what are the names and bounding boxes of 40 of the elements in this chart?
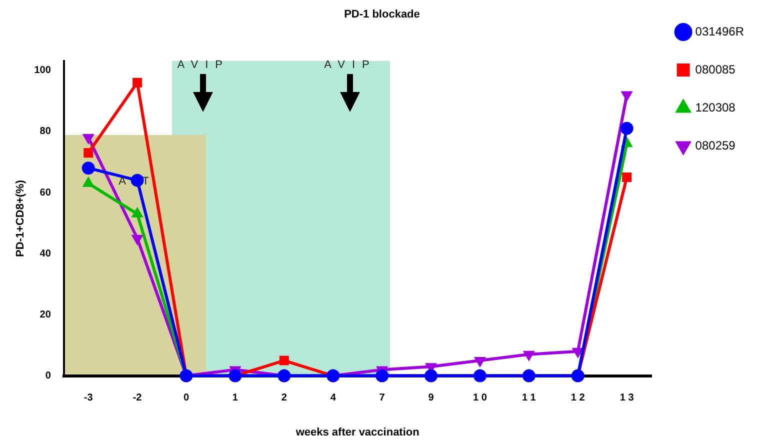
point [84, 148, 94, 158]
x-tick-label: 1 3 [620, 392, 634, 404]
point [620, 122, 634, 135]
point [621, 91, 633, 102]
y-tick-label: 0 [45, 370, 52, 382]
point [278, 369, 291, 382]
point [82, 162, 95, 175]
x-tick-label: 1 0 [473, 392, 488, 404]
y-tick-label: 100 [34, 65, 52, 76]
x-tick-label: 1 [232, 392, 238, 404]
x-tick-label: -2 [132, 392, 142, 404]
x-tick-label: 9 [428, 392, 434, 404]
x-tick-label: 2 [281, 392, 288, 404]
point [279, 356, 289, 366]
annotation: AVIP [177, 59, 230, 72]
x-tick-label: 4 [330, 392, 336, 404]
legend-label: 120308 [695, 100, 736, 114]
y-tick-label: 80 [40, 126, 52, 138]
x-tick-label: 7 [379, 392, 386, 404]
x-tick-label: 1 2 [570, 392, 586, 404]
point [130, 174, 144, 187]
y-tick-label: 20 [40, 309, 52, 320]
annotation: AVIP [324, 59, 376, 72]
x-tick-label: 1 1 [522, 392, 536, 404]
point [622, 172, 632, 182]
legend-label: 031496R [695, 24, 744, 38]
y-tick-label: 60 [40, 187, 52, 198]
point [82, 134, 94, 144]
point [474, 357, 486, 368]
point [132, 234, 144, 245]
legend-label: 080085 [695, 62, 736, 76]
y-axis-title: PD-1+CD8+(%) [14, 180, 27, 258]
chart-title: PD-1 blockade [344, 8, 420, 21]
x-axis-title: weeks after vaccination [294, 426, 420, 438]
point [523, 350, 535, 361]
x-tick-label: 0 [183, 392, 190, 404]
x-tick-label: -3 [84, 392, 94, 404]
legend-label: 080259 [695, 138, 736, 152]
y-tick-label: 40 [40, 248, 52, 260]
point [132, 78, 142, 88]
